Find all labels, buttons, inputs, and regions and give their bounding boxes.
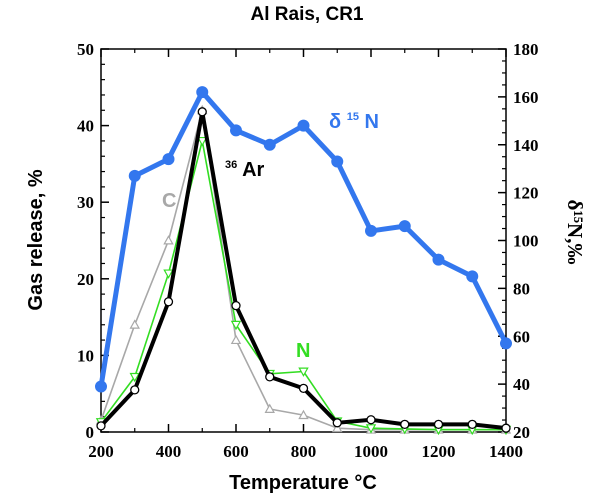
series-layer [95,86,512,436]
y-tick-label: 0 [86,423,95,442]
y-tick-label: 40 [77,117,94,136]
data-point [96,421,106,431]
y-tick-label: 30 [77,193,94,212]
y-tick-label: 10 [77,346,94,365]
data-point [196,86,209,99]
data-point [197,136,208,147]
data-point [366,415,376,425]
data-point [332,422,343,433]
annotation-36ar-base: Ar [242,159,264,181]
annotation-d15n-n: N [365,111,379,133]
y-tick-label: 20 [77,270,94,289]
data-point [130,385,140,395]
data-point [129,372,140,383]
data-point [432,253,445,266]
chart-title: Al Rais, CR1 [251,4,364,25]
right-y-tick-label: 60 [513,327,530,346]
annotation-d15n-delta: δ [329,111,341,133]
data-point [433,419,444,429]
right-y-tick-label: 140 [513,136,539,155]
data-point [398,220,411,233]
data-point [501,423,511,433]
data-point [365,224,377,237]
data-point [331,155,344,168]
right-y-tick-label: 120 [513,184,539,203]
series-circle-open [96,107,511,433]
data-point [467,419,477,429]
x-tick-labels: 200 400 600 800 1000 1200 1400 [88,442,523,461]
data-point [231,300,241,311]
annotation-d15n-superscript: 15 [347,111,359,123]
x-tick-label: 1400 [489,442,523,461]
x-tick-label: 400 [156,442,182,461]
right-y-tick-label: 160 [513,88,539,107]
y-tick-label: 50 [77,40,94,59]
data-point [263,138,276,151]
data-point [230,334,242,345]
data-point [162,153,175,166]
series-line [100,109,506,431]
data-point [163,297,174,307]
data-point [298,367,309,377]
x-tick-label: 800 [291,442,317,461]
annotation-n: N [296,340,310,362]
data-point [500,337,512,350]
x-tick-label: 200 [88,442,114,461]
data-point [298,409,309,420]
data-point [163,235,174,245]
data-point [400,419,410,429]
data-point [197,107,207,117]
data-point [332,418,342,428]
data-point [297,119,310,132]
data-point [230,124,242,137]
right-y-tick-labels: 20 40 60 80 100 120 140 160 180 [513,40,539,442]
x-tick-label: 1200 [422,442,456,461]
data-point [129,319,140,329]
y-tick-labels: 0 10 20 30 40 50 [77,40,94,442]
series-circle-filled [95,86,512,393]
x-axis-label: Temperature °C [229,472,377,494]
x-tick-label: 600 [223,442,249,461]
right-y-tick-label: 80 [513,279,530,298]
data-point [265,372,275,382]
axis-ticks [100,48,507,433]
right-y-tick-label: 40 [513,375,530,394]
x-tick-label: 1000 [354,442,388,461]
data-point [466,270,479,283]
right-y-tick-label: 20 [513,423,530,442]
data-point [230,320,242,331]
data-point [95,380,107,393]
y-axis-label: Gas release, % [25,169,47,310]
data-point [128,169,141,182]
data-point [298,383,309,393]
right-y-axis-label: δ¹⁵N,‰ [563,200,587,265]
data-point [264,403,275,413]
data-point [365,424,377,434]
series-line [99,109,507,431]
annotation-36ar-superscript: 36 [225,159,237,171]
annotation-36ar: 36 Ar [225,151,265,181]
annotation-d15n: δ 15 N [329,103,379,133]
data-point [163,269,174,279]
right-y-tick-label: 100 [513,232,539,251]
annotation-c: C [162,190,176,212]
right-y-tick-label: 180 [513,40,539,59]
